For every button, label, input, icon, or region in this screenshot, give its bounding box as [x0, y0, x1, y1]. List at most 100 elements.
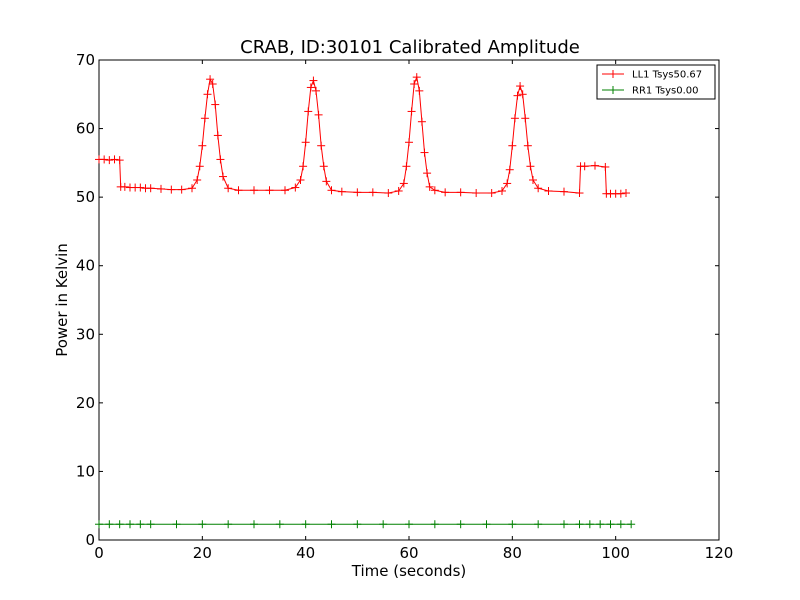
data-point [100, 155, 109, 164]
y-tick-label: 70 [76, 51, 95, 69]
series-2 [95, 520, 636, 529]
data-point [115, 156, 124, 165]
legend-label: LL1 Tsys50.67 [632, 70, 702, 81]
data-point [224, 520, 233, 529]
data-point [299, 162, 308, 171]
data-point [430, 520, 439, 529]
data-point [368, 188, 377, 197]
data-point [516, 82, 525, 91]
data-point [508, 520, 517, 529]
x-tick-label: 20 [193, 544, 212, 562]
data-point [560, 520, 568, 529]
data-point [627, 520, 636, 529]
plot-area [98, 59, 720, 541]
y-tick-label: 0 [85, 531, 95, 549]
data-point [508, 141, 517, 150]
data-point [105, 520, 114, 529]
data-point [203, 90, 212, 99]
series-1 [95, 73, 630, 198]
x-tick-label: 100 [601, 544, 630, 562]
data-point [353, 188, 362, 197]
data-point [198, 520, 207, 529]
data-point [430, 186, 439, 195]
data-point [560, 187, 568, 196]
data-point [472, 189, 481, 198]
x-axis-label: Time (seconds) [351, 562, 467, 580]
data-point [394, 186, 403, 195]
data-point [534, 520, 543, 529]
data-point [95, 520, 103, 529]
data-point [575, 520, 584, 529]
data-point [384, 189, 393, 198]
data-point [412, 73, 421, 82]
data-point [544, 186, 553, 195]
data-point [105, 156, 114, 165]
data-point [591, 161, 599, 170]
data-point [200, 114, 209, 123]
data-point [337, 187, 346, 196]
data-point [301, 520, 310, 529]
data-point [456, 188, 465, 197]
data-point [309, 76, 318, 85]
data-point [399, 179, 408, 188]
y-tick-label: 60 [76, 120, 95, 138]
data-point [379, 520, 388, 529]
data-point [425, 182, 434, 191]
data-point [304, 107, 313, 116]
y-tick-label: 30 [76, 325, 95, 343]
data-point [585, 520, 594, 529]
data-point [521, 114, 530, 123]
data-point [529, 176, 537, 184]
data-point [208, 80, 217, 88]
data-point [534, 184, 543, 193]
y-tick-label: 40 [76, 257, 95, 275]
data-point [146, 184, 155, 193]
y-axis-label: Power in Kelvin [53, 243, 71, 357]
data-point [177, 185, 186, 194]
data-point [616, 520, 625, 529]
data-point [487, 189, 496, 198]
data-point [206, 75, 215, 84]
x-tick-label: 60 [399, 544, 418, 562]
data-point [301, 138, 310, 147]
data-point [115, 520, 124, 529]
data-point [510, 114, 519, 123]
data-point [405, 520, 413, 529]
data-point [265, 186, 274, 195]
data-point [219, 172, 227, 181]
data-point [580, 162, 589, 171]
data-point [234, 186, 243, 195]
data-point [306, 83, 315, 92]
data-point [513, 91, 522, 100]
data-point [417, 117, 426, 126]
data-point [110, 155, 119, 164]
data-point [327, 520, 336, 529]
data-point [193, 176, 202, 184]
data-point [402, 162, 411, 171]
data-point [136, 183, 145, 192]
data-point [167, 185, 176, 194]
data-point [281, 186, 289, 195]
data-point [224, 184, 233, 193]
data-point [482, 520, 491, 529]
series-layer [95, 73, 636, 529]
data-point [606, 520, 615, 529]
data-point [136, 520, 145, 529]
data-point [195, 162, 204, 171]
data-point [312, 86, 320, 95]
legend-item: LL1 Tsys50.67 [602, 70, 702, 81]
data-point [157, 184, 165, 193]
data-point [596, 520, 605, 529]
data-point [616, 189, 625, 198]
data-point [503, 179, 512, 188]
data-point [319, 162, 328, 171]
data-point [423, 169, 432, 178]
data-point [296, 176, 305, 184]
data-point [172, 520, 181, 529]
x-tick-label: 80 [503, 544, 522, 562]
data-point [250, 186, 258, 195]
data-point [250, 520, 258, 529]
data-point [601, 162, 610, 171]
data-point [126, 520, 134, 529]
